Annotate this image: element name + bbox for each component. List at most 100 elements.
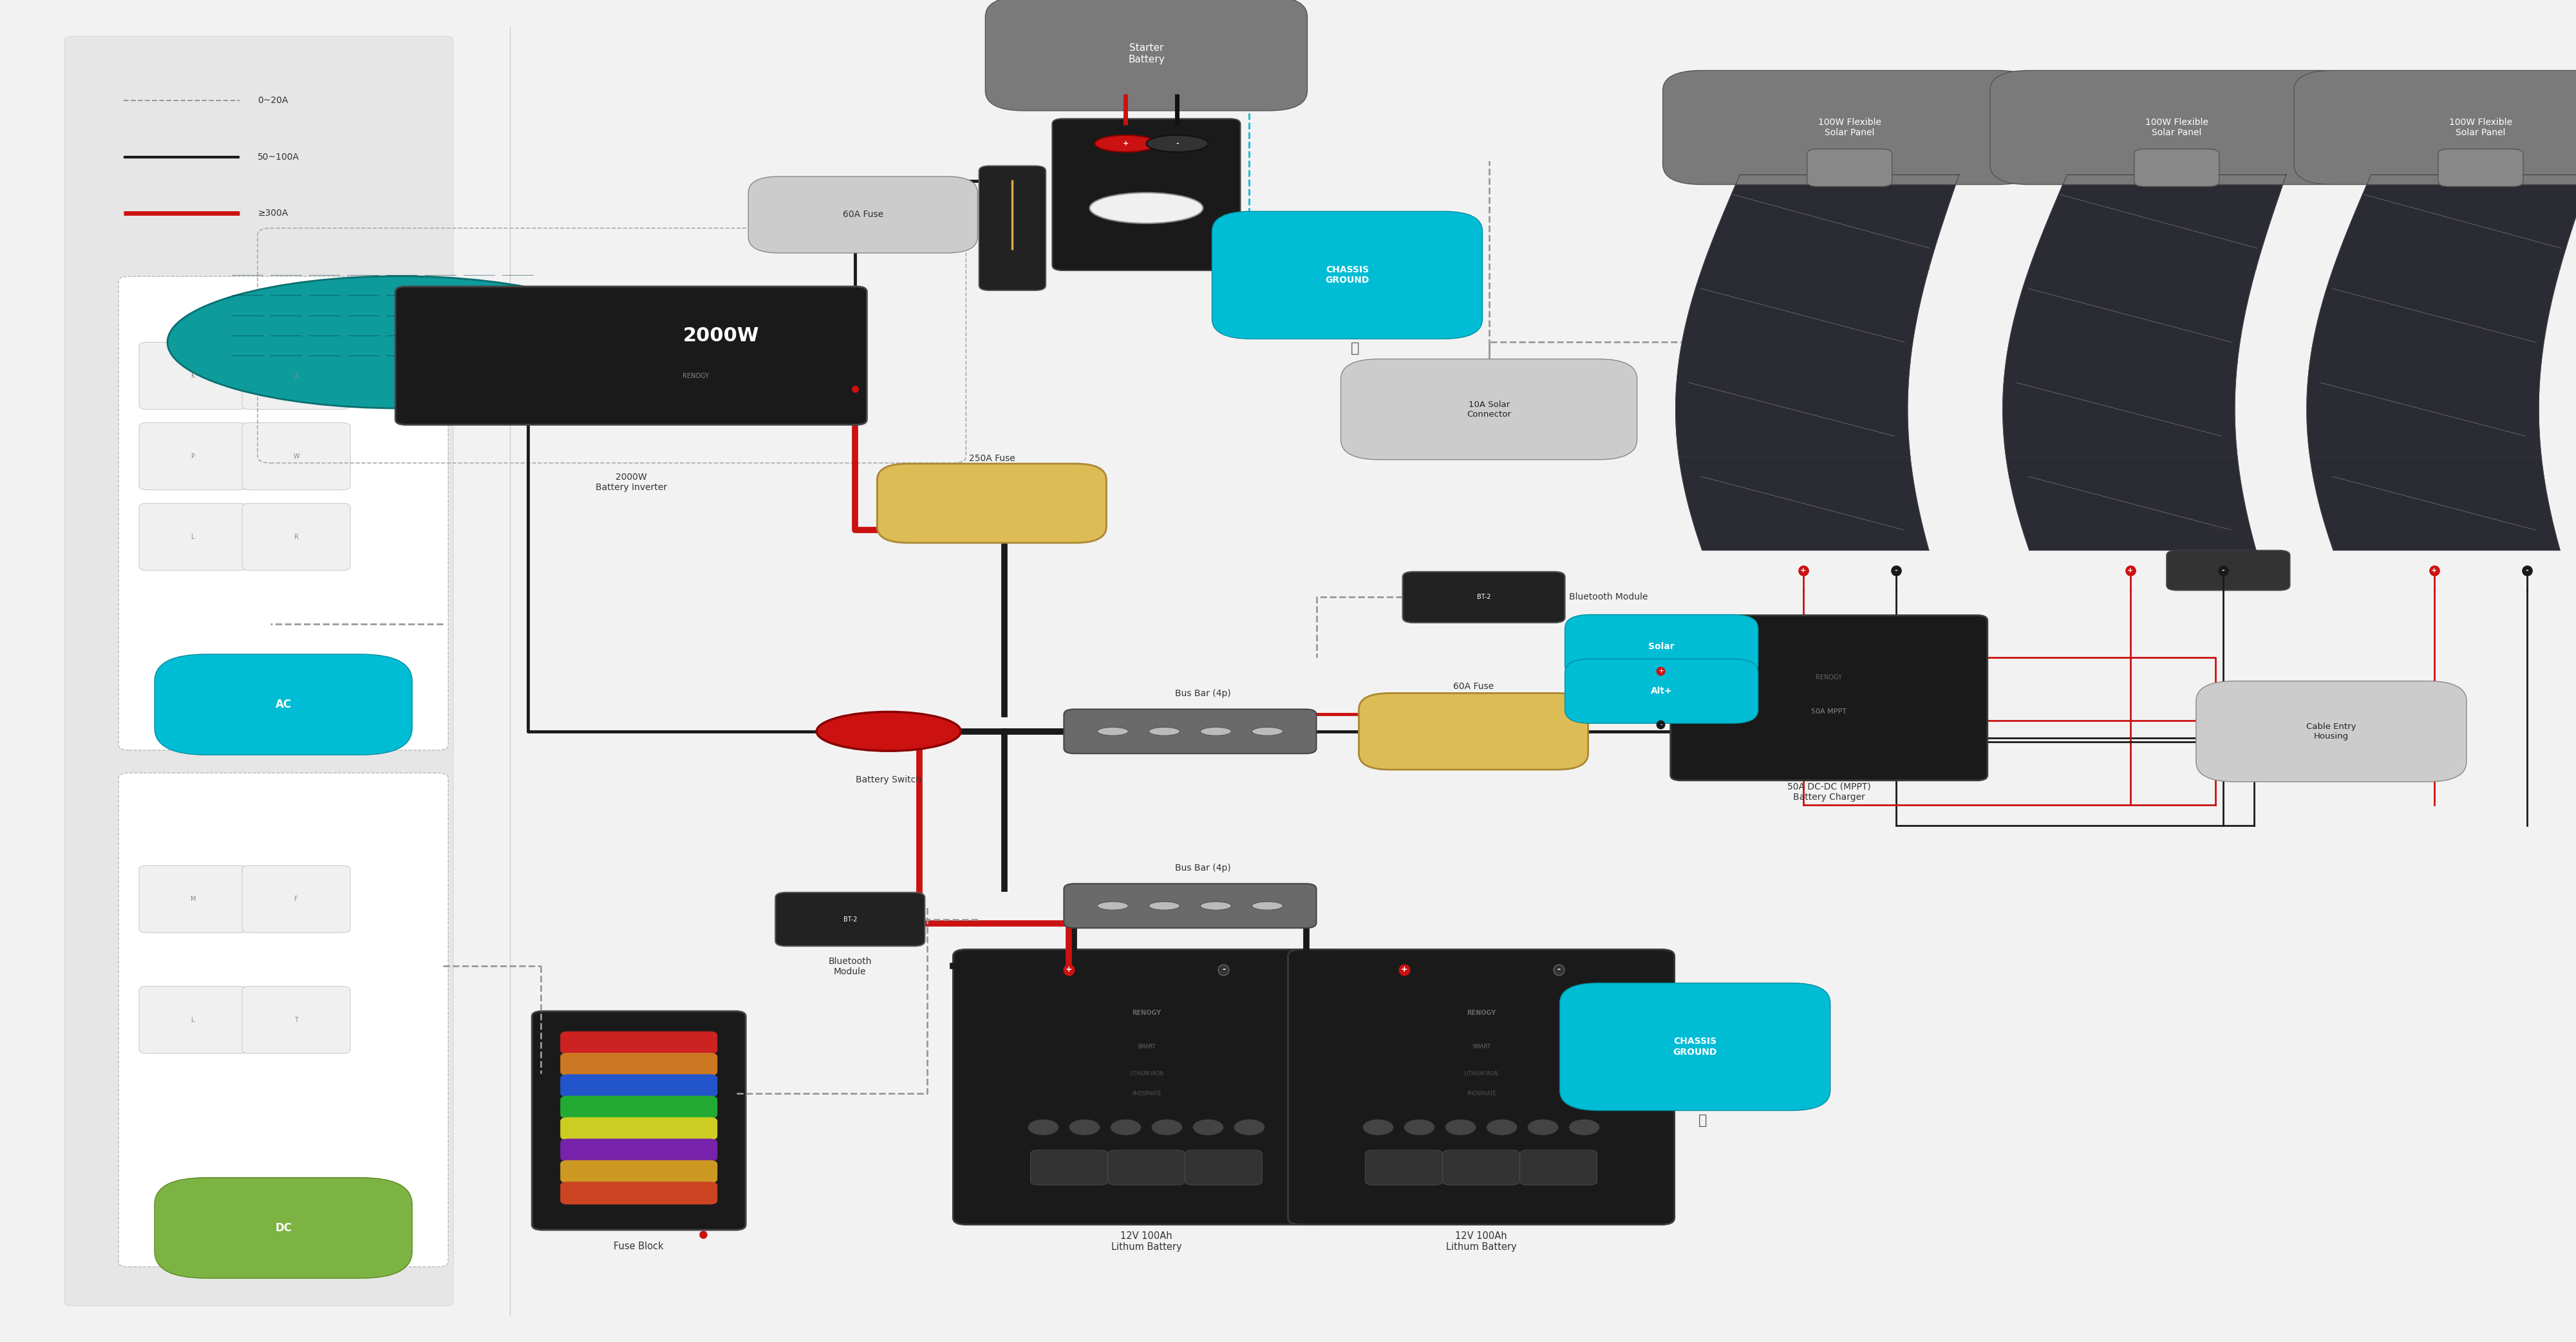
FancyBboxPatch shape (118, 276, 448, 750)
Circle shape (1404, 1119, 1435, 1135)
Text: PHOSPHATE: PHOSPHATE (1131, 1091, 1162, 1096)
FancyBboxPatch shape (139, 503, 247, 570)
FancyBboxPatch shape (559, 1159, 716, 1184)
Text: 0~20A: 0~20A (258, 97, 289, 105)
FancyBboxPatch shape (1989, 71, 2365, 184)
FancyBboxPatch shape (139, 986, 247, 1053)
FancyBboxPatch shape (1365, 1150, 1443, 1185)
Text: Solar: Solar (1649, 643, 1674, 651)
FancyBboxPatch shape (1566, 659, 1757, 723)
Circle shape (1445, 1119, 1476, 1135)
Text: RENOGY: RENOGY (1131, 1011, 1162, 1016)
FancyBboxPatch shape (559, 1052, 716, 1076)
Text: BT-2: BT-2 (842, 917, 858, 922)
Ellipse shape (1252, 902, 1283, 910)
FancyBboxPatch shape (1443, 1150, 1520, 1185)
Text: 12V 100Ah
Lithum Battery: 12V 100Ah Lithum Battery (1110, 1232, 1182, 1252)
Text: LITHIUM IRON: LITHIUM IRON (1128, 1071, 1164, 1076)
Ellipse shape (1090, 193, 1203, 223)
FancyBboxPatch shape (559, 1117, 716, 1141)
Ellipse shape (1097, 727, 1128, 735)
FancyBboxPatch shape (1340, 360, 1638, 459)
Text: +: + (2432, 568, 2437, 573)
Ellipse shape (1149, 727, 1180, 735)
FancyBboxPatch shape (1401, 572, 1564, 623)
Text: Bluetooth Module: Bluetooth Module (1569, 593, 1649, 601)
FancyBboxPatch shape (1185, 1150, 1262, 1185)
FancyBboxPatch shape (139, 423, 247, 490)
Text: W: W (294, 454, 299, 459)
Text: L: L (191, 534, 196, 539)
Text: RENOGY: RENOGY (683, 373, 708, 378)
Text: Fuse Block: Fuse Block (613, 1241, 665, 1251)
FancyBboxPatch shape (1064, 883, 1316, 929)
Text: L: L (191, 1017, 196, 1023)
FancyBboxPatch shape (139, 866, 247, 933)
FancyBboxPatch shape (1213, 212, 1484, 338)
FancyBboxPatch shape (1664, 71, 2035, 184)
FancyBboxPatch shape (2437, 149, 2524, 187)
FancyBboxPatch shape (242, 503, 350, 570)
Polygon shape (1677, 174, 1958, 550)
Text: +: + (1659, 668, 1664, 674)
FancyBboxPatch shape (979, 166, 1046, 291)
Text: Cable Entry
Housing: Cable Entry Housing (2306, 722, 2357, 741)
Polygon shape (2004, 174, 2287, 550)
FancyBboxPatch shape (775, 892, 925, 946)
Text: Bus Bar (4p): Bus Bar (4p) (1175, 863, 1231, 872)
Text: ⏚: ⏚ (1698, 1114, 1708, 1127)
FancyBboxPatch shape (559, 1031, 716, 1055)
Text: 10A Solar
Connector: 10A Solar Connector (1466, 400, 1512, 419)
FancyBboxPatch shape (118, 773, 448, 1267)
Ellipse shape (1097, 902, 1128, 910)
Text: K: K (191, 373, 196, 378)
Text: 100W Flexible
Solar Panel: 100W Flexible Solar Panel (1819, 118, 1880, 137)
FancyBboxPatch shape (1288, 950, 1674, 1224)
FancyBboxPatch shape (242, 866, 350, 933)
Text: RENOGY: RENOGY (1466, 1011, 1497, 1016)
Text: 100W Flexible
Solar Panel: 100W Flexible Solar Panel (2450, 118, 2512, 137)
Text: RENOGY: RENOGY (1816, 675, 1842, 680)
FancyBboxPatch shape (1051, 119, 1239, 271)
Text: R: R (294, 534, 299, 539)
Ellipse shape (167, 276, 631, 408)
Circle shape (1110, 1119, 1141, 1135)
FancyBboxPatch shape (1808, 149, 1891, 187)
Text: P: P (191, 454, 196, 459)
Text: DC: DC (276, 1223, 291, 1233)
Text: 50A MPPT: 50A MPPT (1811, 709, 1847, 714)
FancyBboxPatch shape (559, 1074, 716, 1098)
FancyBboxPatch shape (242, 423, 350, 490)
Text: 100W Flexible
Solar Panel: 100W Flexible Solar Panel (2146, 118, 2208, 137)
Text: 2000W: 2000W (683, 326, 760, 345)
FancyBboxPatch shape (747, 176, 976, 254)
FancyBboxPatch shape (139, 342, 247, 409)
Text: PHOSPHATE: PHOSPHATE (1466, 1091, 1497, 1096)
FancyBboxPatch shape (2195, 682, 2465, 781)
Text: -: - (1893, 568, 1899, 573)
Ellipse shape (1252, 727, 1283, 735)
FancyBboxPatch shape (1566, 615, 1757, 679)
Text: Alt+: Alt+ (1651, 687, 1672, 695)
Text: 50~100A: 50~100A (258, 153, 299, 161)
Circle shape (1193, 1119, 1224, 1135)
FancyBboxPatch shape (1558, 982, 1829, 1111)
FancyBboxPatch shape (155, 655, 412, 754)
Text: 2000W
Battery Inverter: 2000W Battery Inverter (595, 472, 667, 491)
FancyBboxPatch shape (242, 342, 350, 409)
FancyBboxPatch shape (2133, 149, 2221, 187)
Circle shape (1528, 1119, 1558, 1135)
FancyBboxPatch shape (559, 1095, 716, 1119)
FancyBboxPatch shape (397, 287, 866, 424)
Text: M: M (191, 896, 196, 902)
Text: -: - (1175, 141, 1180, 146)
FancyBboxPatch shape (1030, 1150, 1108, 1185)
Text: Starter
Battery: Starter Battery (1128, 43, 1164, 64)
Text: LITHIUM IRON: LITHIUM IRON (1463, 1071, 1499, 1076)
FancyBboxPatch shape (1669, 616, 1986, 781)
FancyBboxPatch shape (155, 1178, 412, 1278)
Text: 250A Fuse: 250A Fuse (969, 454, 1015, 463)
Text: +: + (1066, 965, 1072, 974)
Circle shape (1486, 1119, 1517, 1135)
Ellipse shape (1095, 136, 1157, 152)
